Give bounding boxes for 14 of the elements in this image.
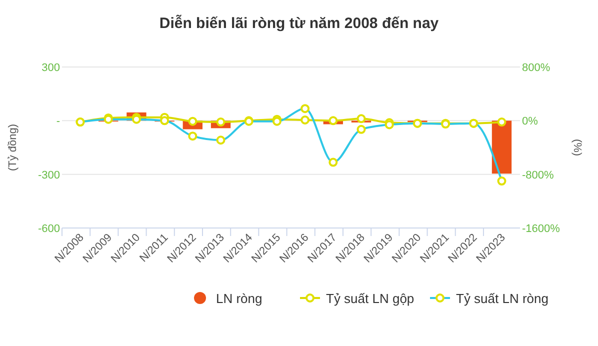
y-tick-label: 300 — [42, 62, 60, 74]
y-tick-label: - — [56, 116, 60, 128]
y2-tick-label: -1600% — [522, 223, 560, 235]
y2-tick-label: 800% — [522, 62, 550, 74]
y-tick-label: -300 — [38, 169, 60, 182]
legend-label: LN ròng — [216, 291, 262, 306]
legend-label: Tỷ suất LN ròng — [456, 291, 548, 306]
y-axis-title: (Tỷ đồng) — [7, 124, 19, 172]
y-tick-label: -600 — [38, 223, 60, 235]
y2-tick-label: -800% — [522, 169, 554, 182]
legend-label: Tỷ suất LN gộp — [326, 291, 414, 306]
chart-title: Diễn biến lãi ròng từ năm 2008 đến nay — [159, 14, 440, 32]
y2-axis-title: (%) — [571, 138, 583, 156]
y2-tick-label: 0% — [522, 116, 538, 128]
